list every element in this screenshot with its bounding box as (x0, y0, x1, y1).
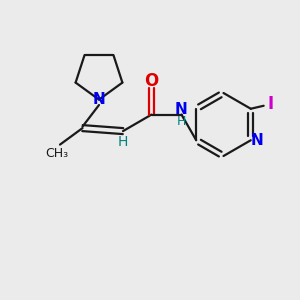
Text: N: N (251, 133, 264, 148)
Text: H: H (118, 136, 128, 149)
Text: I: I (268, 95, 274, 113)
Text: CH₃: CH₃ (45, 146, 68, 160)
Text: N: N (175, 102, 188, 117)
Text: H: H (177, 115, 186, 128)
Text: O: O (144, 72, 159, 90)
Text: N: N (93, 92, 105, 107)
